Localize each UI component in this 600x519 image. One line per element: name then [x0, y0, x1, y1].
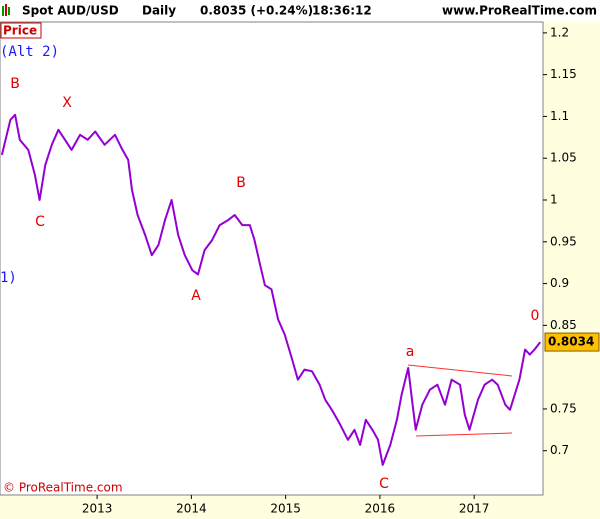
quote: 0.8035 (+0.24%) — [200, 4, 313, 18]
instrument: Spot AUD/USD — [22, 4, 119, 18]
y-tick-label: 0.95 — [550, 234, 577, 248]
logo — [2, 4, 10, 16]
wave-label: 0 — [531, 308, 540, 324]
wave-label: a — [406, 344, 415, 360]
wave-label: B — [236, 175, 246, 191]
panel-label-box — [0, 22, 42, 39]
wave-label: A — [191, 288, 201, 304]
time: 18:36:12 — [312, 4, 372, 18]
y-tick-label: 1.05 — [550, 151, 577, 165]
x-tick-label: 2015 — [270, 502, 301, 516]
y-tick-label: 1.15 — [550, 67, 577, 81]
footer: © ProRealTime.com — [3, 481, 123, 495]
x-tick-label: 2017 — [459, 502, 490, 516]
price-line — [0, 113, 541, 466]
header-bar — [0, 0, 600, 22]
x-tick-label: 2016 — [365, 502, 396, 516]
y-tick-label: 0.7 — [550, 443, 569, 457]
y-tick-label: 0.9 — [550, 276, 569, 290]
wave-label: C — [35, 214, 45, 230]
wave-label: X — [62, 95, 72, 111]
x-tick-label: 2013 — [82, 502, 113, 516]
site: www.ProRealTime.com — [442, 4, 597, 18]
y-tick-label: 1 — [550, 193, 558, 207]
wave-label: B — [10, 76, 20, 92]
x-tick-label: 2014 — [176, 502, 207, 516]
panel-label: Price — [3, 24, 37, 38]
price-box-label: 0.8034 — [548, 335, 594, 349]
wave-label: C — [379, 476, 389, 492]
trend-line — [415, 432, 513, 437]
y-tick-label: 1.1 — [550, 109, 569, 123]
y-tick-label: 1.2 — [550, 25, 569, 39]
plot-area — [0, 21, 544, 496]
plot — [0, 113, 541, 466]
price-box — [544, 332, 600, 352]
alt-label: (Alt 2) — [0, 44, 59, 60]
alt-label: 1) — [0, 270, 17, 286]
y-tick-label: 0.85 — [550, 318, 577, 332]
period: Daily — [142, 4, 176, 18]
trend-line — [407, 364, 513, 377]
y-tick-label: 0.75 — [550, 401, 577, 415]
